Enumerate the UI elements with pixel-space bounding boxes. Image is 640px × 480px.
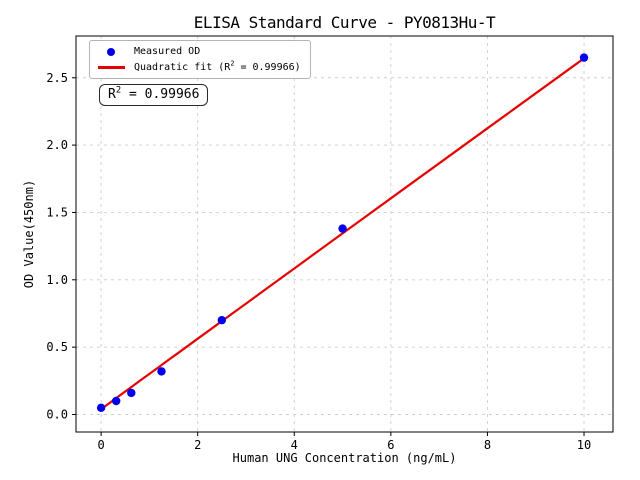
data-point bbox=[157, 367, 166, 376]
axis-ticks bbox=[72, 77, 585, 436]
x-tick-label: 8 bbox=[484, 438, 491, 452]
y-tick-label: 1.0 bbox=[46, 273, 68, 287]
quadratic-fit-line bbox=[100, 57, 586, 411]
y-tick-label: 1.5 bbox=[46, 205, 68, 219]
y-tick-label: 2.5 bbox=[46, 71, 68, 85]
data-point bbox=[579, 53, 589, 62]
y-tick-label: 0.0 bbox=[46, 407, 68, 421]
legend: Measured OD Quadratic fit (R2 = 0.99966) bbox=[89, 40, 311, 79]
x-tick-label: 4 bbox=[291, 438, 298, 452]
legend-item-quadratic-fit: Quadratic fit (R2 = 0.99966) bbox=[97, 59, 301, 74]
x-tick-label: 10 bbox=[577, 438, 591, 452]
legend-item-measured-od: Measured OD bbox=[97, 45, 301, 58]
chart-title: ELISA Standard Curve - PY0813Hu-T bbox=[193, 13, 496, 32]
legend-label-quadratic-fit: Quadratic fit (R2 = 0.99966) bbox=[134, 59, 301, 73]
measured-od-points bbox=[96, 53, 589, 412]
data-point bbox=[96, 403, 106, 412]
tick-labels: 0 2 4 6 8 10 0.0 0.5 1.0 1.5 2.0 2.5 bbox=[46, 71, 591, 452]
measured-od-marker-icon bbox=[107, 47, 115, 56]
data-point bbox=[127, 388, 136, 398]
data-point bbox=[217, 316, 226, 325]
legend-label-measured-od: Measured OD bbox=[134, 46, 201, 57]
data-point bbox=[338, 224, 347, 233]
x-tick-label: 6 bbox=[387, 438, 394, 452]
y-tick-label: 0.5 bbox=[46, 340, 68, 354]
y-axis-label: OD Value(450nm) bbox=[22, 179, 36, 289]
y-tick-label: 2.0 bbox=[46, 138, 68, 152]
fit-line-swatch-icon bbox=[97, 66, 125, 69]
x-axis-label: Human UNG Concentration (ng/mL) bbox=[232, 451, 457, 465]
plot-border bbox=[75, 35, 614, 433]
x-tick-label: 2 bbox=[194, 438, 201, 452]
r-squared-annotation: R2 = 0.99966 bbox=[99, 84, 209, 106]
x-tick-label: 0 bbox=[97, 438, 104, 452]
data-point bbox=[112, 396, 121, 406]
